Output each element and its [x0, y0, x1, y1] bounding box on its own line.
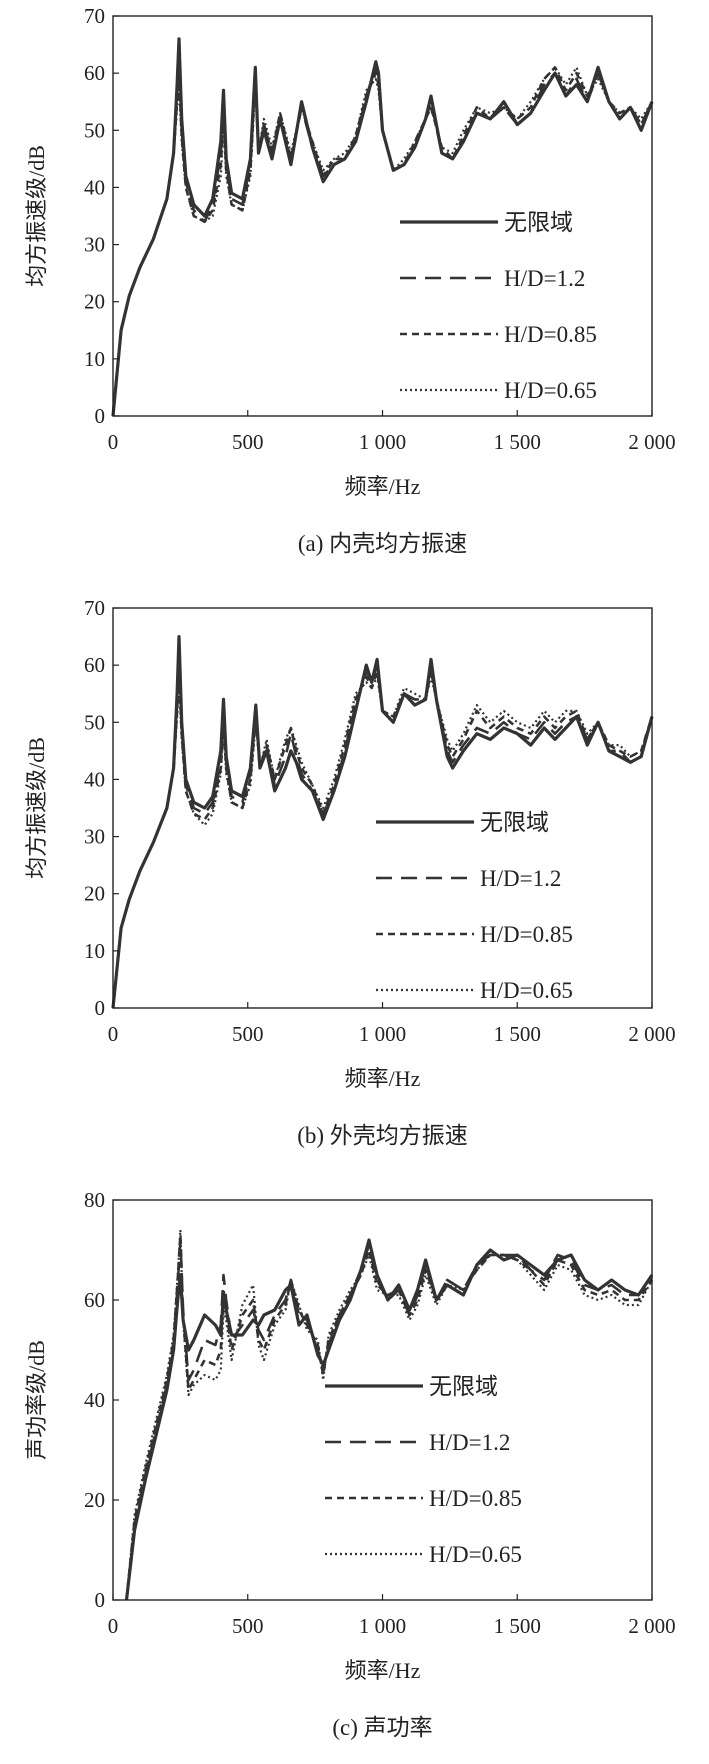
chart-caption: (c) 声功率 [332, 1715, 432, 1740]
x-axis-label: 频率/Hz [345, 1066, 421, 1091]
y-tick-label: 70 [84, 596, 105, 620]
y-tick-label: 10 [84, 939, 105, 963]
x-tick-label: 0 [108, 1022, 119, 1046]
x-axis-label: 频率/Hz [345, 1658, 421, 1683]
chart-caption: (a) 内壳均方振速 [298, 531, 467, 556]
y-tick-label: 0 [95, 996, 106, 1020]
x-tick-label: 2 000 [628, 1022, 675, 1046]
legend-label-0: 无限域 [504, 210, 573, 235]
chart-c: 0 20 40 60 80 0 500 1 000 1 500 2 000 频率/Hz 声功率级/dB… [24, 1188, 676, 1740]
chart-a: 0 10 20 30 40 50 60 70 0 500 1 000 1 500 2 000 频率/Hz 均… [24, 4, 676, 556]
series-line-b-0 [111, 634, 654, 1009]
series-line-b-3 [111, 675, 654, 1009]
legend-label-0: 无限域 [429, 1374, 498, 1399]
series-line-c-3 [125, 1228, 653, 1601]
y-tick-label: 50 [84, 118, 105, 142]
y-tick-label: 20 [84, 1488, 105, 1512]
y-tick-label: 30 [84, 825, 105, 849]
legend-label-1: H/D=1.2 [504, 266, 585, 291]
series-line-a-0 [111, 37, 654, 417]
y-tick-label: 60 [84, 653, 105, 677]
y-tick-label: 60 [84, 1288, 105, 1312]
legend-label-1: H/D=1.2 [480, 866, 561, 891]
x-tick-label: 2 000 [628, 430, 675, 454]
x-tick-label: 1 000 [359, 1614, 406, 1638]
y-tick-label: 10 [84, 347, 105, 371]
series-line-b-2 [111, 669, 654, 1009]
legend-label-1: H/D=1.2 [429, 1430, 510, 1455]
y-tick-label: 0 [95, 404, 106, 428]
y-axis-label: 均方振速级/dB [24, 145, 49, 287]
y-tick-label: 20 [84, 882, 105, 906]
x-tick-label: 1 500 [494, 1022, 541, 1046]
x-tick-label: 1 000 [359, 430, 406, 454]
legend-label-3: H/D=0.65 [480, 978, 573, 1003]
chart-panel-a: 0 10 20 30 40 50 60 70 0 500 1 000 1 500 2 000 频率/Hz 均… [0, 0, 709, 580]
y-tick-label: 0 [95, 1588, 106, 1612]
legend-label-0: 无限域 [480, 810, 549, 835]
series-line-c-0 [124, 1238, 654, 1601]
chart-b: 0 10 20 30 40 50 60 70 0 500 1 000 1 500 2 000 频率/Hz 均… [24, 596, 676, 1148]
y-tick-label: 60 [84, 61, 105, 85]
y-tick-label: 70 [84, 4, 105, 28]
y-tick-label: 40 [84, 1388, 105, 1412]
y-tick-label: 50 [84, 710, 105, 734]
x-tick-label: 0 [108, 1614, 119, 1638]
y-tick-label: 30 [84, 233, 105, 257]
chart-panel-b: 0 10 20 30 40 50 60 70 0 500 1 000 1 500 2 000 频率/Hz 均… [0, 592, 709, 1172]
legend-label-2: H/D=0.85 [504, 322, 597, 347]
x-tick-label: 1 500 [494, 1614, 541, 1638]
legend-label-3: H/D=0.65 [504, 378, 597, 403]
x-tick-label: 2 000 [628, 1614, 675, 1638]
x-tick-label: 500 [232, 1022, 264, 1046]
y-axis-label: 声功率级/dB [24, 1340, 49, 1460]
x-tick-label: 1 500 [494, 430, 541, 454]
chart-panel-c: 0 20 40 60 80 0 500 1 000 1 500 2 000 频率/Hz 声功率级/dB… [0, 1184, 709, 1764]
x-tick-label: 1 000 [359, 1022, 406, 1046]
y-axis-label: 均方振速级/dB [24, 737, 49, 879]
series-line-c-1 [125, 1238, 653, 1601]
series-line-c-2 [125, 1233, 654, 1601]
y-tick-label: 80 [84, 1188, 105, 1212]
legend-label-3: H/D=0.65 [429, 1542, 522, 1567]
legend-label-2: H/D=0.85 [429, 1486, 522, 1511]
x-tick-label: 500 [232, 1614, 264, 1638]
plot-frame [112, 1199, 653, 1601]
y-tick-label: 20 [84, 290, 105, 314]
x-tick-label: 0 [108, 430, 119, 454]
x-axis-label: 频率/Hz [345, 474, 421, 499]
x-tick-label: 500 [232, 430, 264, 454]
legend-label-2: H/D=0.85 [480, 922, 573, 947]
y-tick-label: 40 [84, 767, 105, 791]
y-tick-label: 40 [84, 175, 105, 199]
chart-caption: (b) 外壳均方振速 [297, 1123, 468, 1148]
